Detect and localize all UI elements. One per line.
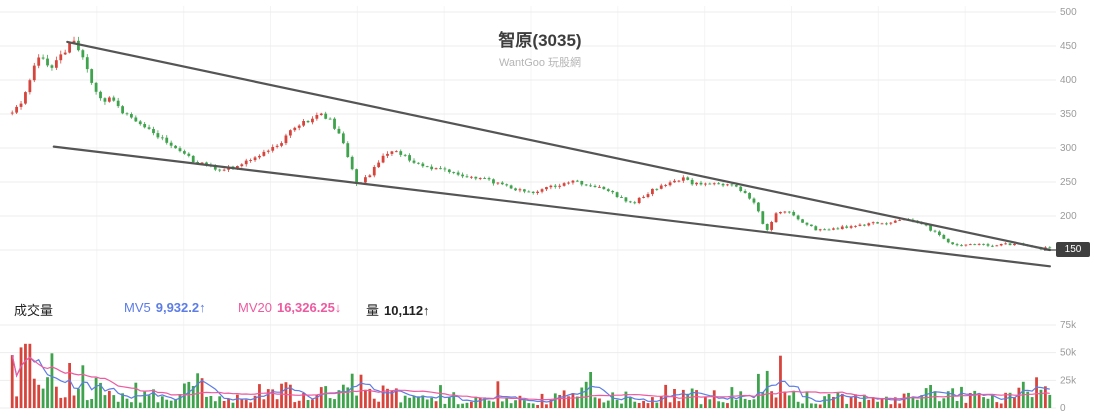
last-price-badge: 150 — [1056, 242, 1090, 257]
svg-text:500: 500 — [1060, 7, 1077, 18]
svg-text:350: 350 — [1060, 109, 1077, 120]
trendlines — [52, 40, 1052, 268]
candlesticks — [10, 36, 1052, 251]
mv20-label: MV20 — [238, 300, 272, 315]
mv5-indicator: MV5 9,932.2↑ — [124, 300, 206, 315]
svg-text:250: 250 — [1060, 177, 1077, 188]
volume-value: 10,112↑ — [384, 303, 430, 318]
svg-text:200: 200 — [1060, 211, 1077, 222]
mv5-value: 9,932.2↑ — [155, 300, 206, 315]
svg-text:25k: 25k — [1060, 375, 1077, 386]
gridlines — [0, 6, 1056, 409]
mv5-label: MV5 — [124, 300, 151, 315]
volume-ma-lines — [11, 354, 1050, 403]
svg-text:300: 300 — [1060, 143, 1077, 154]
svg-text:450: 450 — [1060, 41, 1077, 52]
mv20-indicator: MV20 16,326.25↓ — [238, 300, 341, 315]
volume-pane-title: 成交量 — [14, 303, 54, 318]
chart-title: 智原(3035) — [498, 31, 582, 50]
chart-subtitle: WantGoo 玩股網 — [498, 57, 582, 69]
svg-text:75k: 75k — [1060, 320, 1077, 331]
volume-label: 量 — [366, 303, 380, 318]
mv20-value: 16,326.25↓ — [276, 300, 342, 315]
volume-legend: 成交量 MV5 9,932.2↑ MV20 16,326.25↓ 量 10,112↑ — [0, 300, 1094, 318]
volume-indicator: 量 10,112↑ — [366, 300, 430, 319]
volume-bars — [10, 343, 1052, 408]
svg-text:0: 0 — [1060, 403, 1066, 414]
svg-text:400: 400 — [1060, 75, 1077, 86]
svg-text:50k: 50k — [1060, 348, 1077, 359]
